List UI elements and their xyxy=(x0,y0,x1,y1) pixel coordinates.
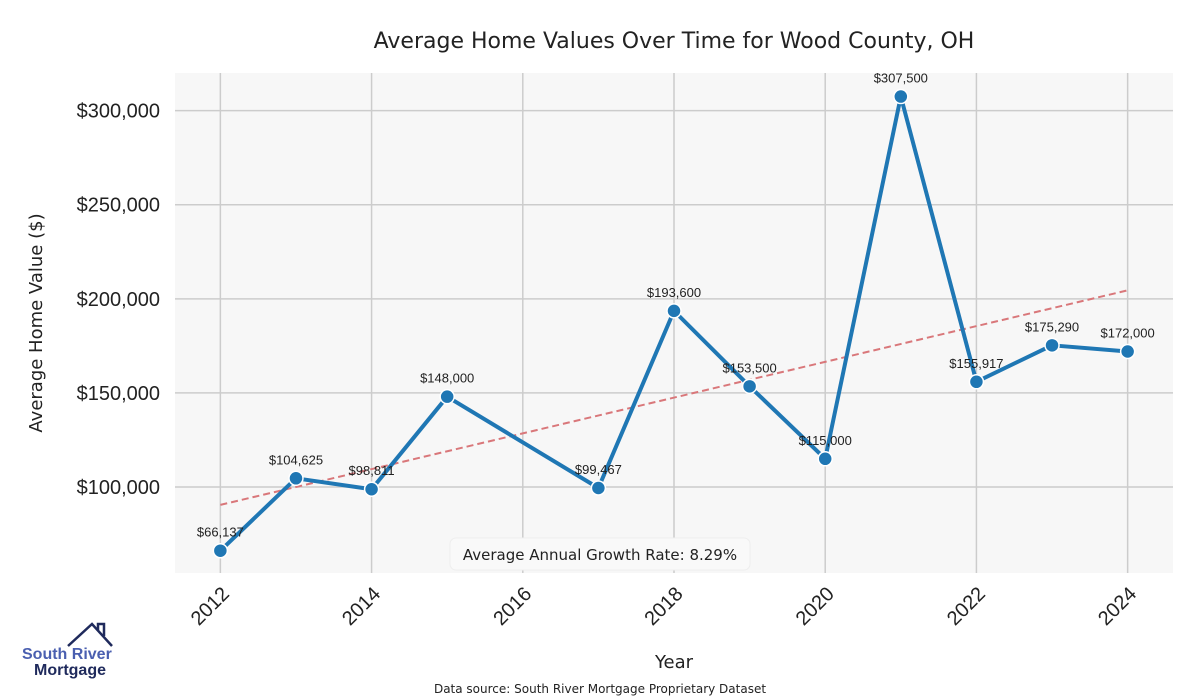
x-tick-label: 2016 xyxy=(489,583,536,630)
house-icon xyxy=(67,622,113,647)
data-label: $307,500 xyxy=(874,71,928,86)
x-tick-label: 2024 xyxy=(1094,583,1141,630)
south-river-mortgage-logo: South River Mortgage xyxy=(20,620,120,682)
trend-line xyxy=(220,289,1128,506)
data-point xyxy=(741,378,758,395)
data-label: $153,500 xyxy=(722,360,776,375)
logo-line2: Mortgage xyxy=(34,662,106,679)
series-line xyxy=(218,94,1128,553)
data-label: $155,917 xyxy=(949,356,1003,371)
data-label: $172,000 xyxy=(1101,326,1155,341)
data-point xyxy=(666,303,682,319)
x-tick-label: 2022 xyxy=(943,583,990,630)
data-label: $148,000 xyxy=(420,371,474,386)
data-source: Data source: South River Mortgage Propri… xyxy=(434,682,766,696)
x-tick-label: 2012 xyxy=(187,583,234,630)
x-tick-label: 2014 xyxy=(338,583,385,630)
y-tick-label: $200,000 xyxy=(77,289,160,311)
data-label: $104,625 xyxy=(269,452,323,467)
data-point xyxy=(893,88,909,105)
data-point xyxy=(817,451,833,467)
data-label: $175,290 xyxy=(1025,319,1079,334)
y-tick-label: $100,000 xyxy=(77,477,160,499)
annotation-box xyxy=(449,537,751,571)
y-axis-label: Average Home Value ($) xyxy=(26,213,47,432)
y-tick-label: $300,000 xyxy=(77,101,160,123)
data-label: $66,137 xyxy=(197,525,244,540)
y-tick-label: $150,000 xyxy=(77,383,160,405)
data-point xyxy=(968,374,985,390)
x-tick-label: 2020 xyxy=(792,583,839,630)
data-point xyxy=(439,388,455,405)
growth-rate-annotation: Average Annual Growth Rate: 8.29% xyxy=(463,546,737,564)
data-label: $115,000 xyxy=(799,433,852,448)
y-tick-label: $250,000 xyxy=(77,195,160,217)
data-point xyxy=(590,480,607,496)
data-label: $193,600 xyxy=(647,285,701,300)
data-point xyxy=(288,470,304,487)
x-axis-label: Year xyxy=(654,652,694,673)
chart-title: Average Home Values Over Time for Wood C… xyxy=(374,29,975,54)
data-label: $98,811 xyxy=(349,463,395,478)
data-point xyxy=(363,481,380,497)
data-point xyxy=(1119,343,1136,360)
data-label: $99,467 xyxy=(575,462,622,477)
logo-line1: South River xyxy=(22,646,112,663)
data-point xyxy=(1044,337,1060,354)
x-tick-label: 2018 xyxy=(641,583,688,630)
data-point xyxy=(212,542,229,559)
